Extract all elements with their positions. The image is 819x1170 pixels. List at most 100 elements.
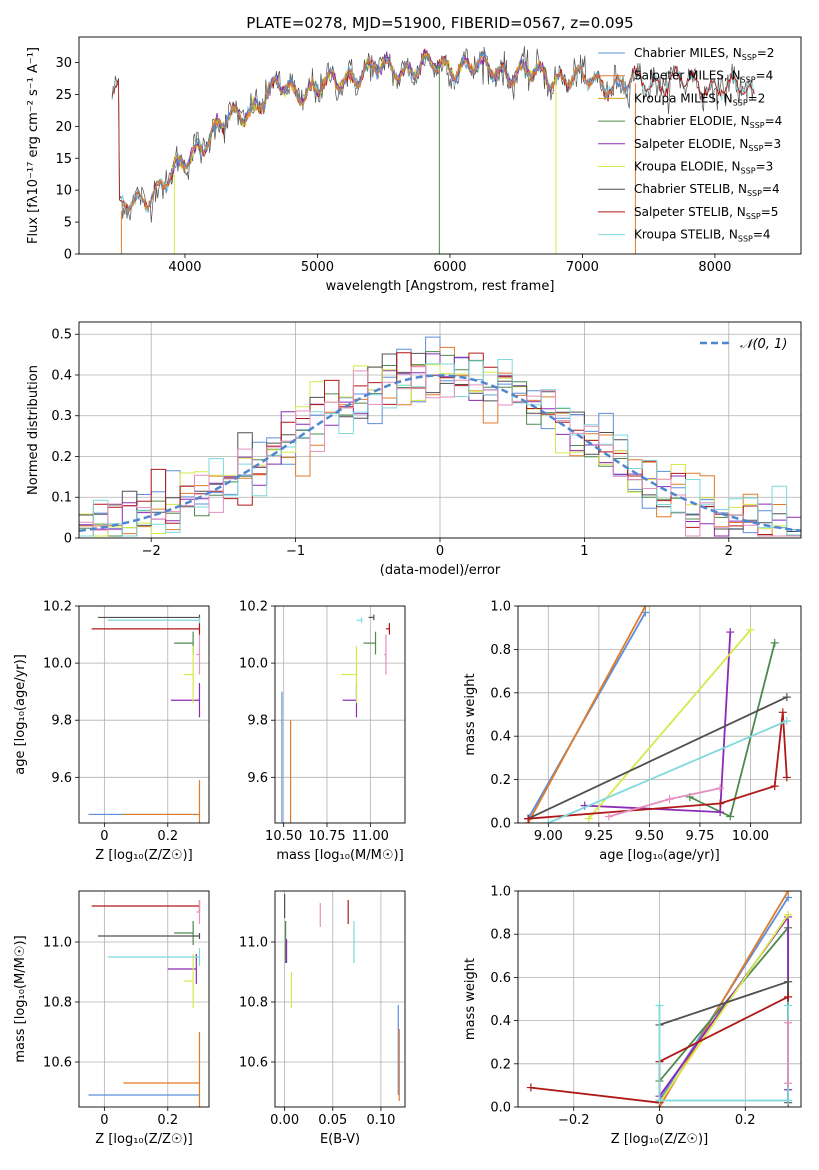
mass_vs_ebv-plot-area	[275, 891, 405, 1107]
legend-entry: Salpeter ELODIE, NSSP=3	[634, 137, 781, 153]
weight-marker	[784, 910, 793, 919]
weight-marker	[784, 992, 793, 1001]
y-tick-label: 25	[55, 88, 72, 103]
y-tick-label: 0.8	[490, 928, 511, 943]
y-tick-label: 0.6	[490, 686, 511, 701]
age_vs_Z-xlabel: Z [log₁₀(Z/Z☉)]	[95, 848, 192, 863]
x-tick-label: 9.00	[534, 829, 563, 844]
weight-marker	[782, 773, 791, 782]
spectrum-plot-area	[111, 46, 755, 254]
age_vs_mass-panel: 10.50 10.75 11.00 9.6 9.8 10.0 10.2 mass [log₁₀…	[239, 600, 406, 863]
y-tick-label: 10.6	[239, 1056, 268, 1071]
x-tick-label: 4000	[168, 260, 201, 275]
y-tick-label: 0.8	[490, 643, 511, 658]
y-tick-label: 0.0	[490, 1101, 511, 1116]
y-tick-label: 0	[64, 532, 72, 547]
x-tick-label: 2	[725, 544, 733, 559]
normal-curve	[79, 374, 801, 533]
y-tick-label: 9.8	[247, 714, 268, 729]
mass_vs_Z-ylabel: mass [log₁₀(M/M☉)]	[13, 935, 28, 1062]
age_vs_mass-xlabel: mass [log₁₀(M/M☉)]	[276, 848, 403, 863]
age_vs_Z-panel: 0 0.2 9.6 9.8 10.0 10.2 Z [log₁₀(Z/Z☉)] age [lo…	[13, 600, 210, 863]
x-tick-label: 0.10	[366, 1113, 395, 1128]
legend-entry: Chabrier MILES, NSSP=2	[634, 46, 774, 62]
x-tick-label: 9.50	[635, 829, 664, 844]
weight-marker	[604, 812, 613, 821]
weight-line	[658, 1005, 789, 1102]
y-tick-label: 0.4	[490, 1014, 511, 1029]
weight-marker	[641, 606, 650, 610]
weight_vs_Z-frame	[517, 890, 802, 1108]
y-tick-label: 0.6	[490, 971, 511, 986]
legend-entry: Kroupa ELODIE, NSSP=3	[634, 160, 773, 176]
y-tick-label: 5	[64, 216, 72, 231]
weight-marker	[746, 625, 755, 634]
y-tick-label: 9.8	[51, 714, 72, 729]
x-tick-label: 0	[436, 544, 444, 559]
weight_vs_age-plot-area	[518, 606, 801, 823]
normal-legend-label: 𝒩(0, 1)	[740, 337, 787, 352]
weight-marker	[784, 977, 793, 986]
weight-line	[527, 606, 647, 823]
weight-line	[584, 631, 732, 814]
x-tick-label: 0.2	[157, 829, 178, 844]
weight-marker	[782, 693, 791, 702]
spectrum-legend: Chabrier MILES, NSSP=2 Salpeter MILES, NS…	[598, 46, 782, 244]
y-tick-label: 10.0	[43, 657, 72, 672]
weight-line	[608, 787, 721, 818]
spectrum-frame	[78, 36, 802, 255]
age_vs_Z-frame	[78, 605, 210, 824]
y-tick-label: 0.2	[490, 773, 511, 788]
x-tick-label: 0	[655, 1113, 663, 1128]
x-tick-label: 5000	[301, 260, 334, 275]
mass_vs_Z-xlabel: Z [log₁₀(Z/Z☉)]	[95, 1132, 192, 1147]
mass_vs_ebv-panel: 0.00 0.05 0.10 10.6 10.8 11.0 E(B-V)	[239, 890, 406, 1147]
y-tick-label: 10.2	[239, 600, 268, 615]
x-tick-label: 11.00	[352, 829, 389, 844]
histogram-step	[79, 366, 801, 537]
y-tick-label: 10	[55, 184, 72, 199]
mass_vs_ebv-xlabel: E(B-V)	[320, 1132, 360, 1147]
weight_vs_age-ylabel: mass weight	[463, 673, 478, 755]
x-tick-label: −1	[286, 544, 305, 559]
weight_vs_Z-xlabel: Z [log₁₀(Z/Z☉)]	[611, 1132, 708, 1147]
weight_vs_age-frame	[517, 605, 802, 824]
x-tick-label: −2	[142, 544, 161, 559]
weight-marker	[655, 1001, 664, 1010]
weight_vs_Z-ylabel: mass weight	[463, 958, 478, 1040]
y-tick-label: 0.0	[490, 817, 511, 832]
x-tick-label: 0	[100, 1113, 108, 1128]
y-tick-label: 9.6	[247, 771, 268, 786]
age_vs_mass-plot-area	[275, 606, 405, 823]
figure-title: PLATE=0278, MJD=51900, FIBERID=0567, z=0…	[246, 14, 633, 32]
residuals-plot-area	[79, 322, 801, 538]
y-tick-label: 1.0	[490, 885, 511, 900]
weight_vs_age-panel: 9.00 9.25 9.50 9.75 10.00 0.0 0.2 0.4 0.6 0.8 1.0 a…	[463, 600, 802, 863]
y-tick-label: 10.8	[43, 996, 72, 1011]
y-tick-label: 10.8	[239, 996, 268, 1011]
spectrum-xlabel: wavelength [Angstrom, rest frame]	[326, 279, 555, 294]
weight-marker	[524, 814, 533, 823]
x-tick-label: 10.75	[308, 829, 345, 844]
charts: 4000 5000 6000 7000 8000051015202530waveleng…	[13, 36, 802, 1147]
x-tick-label: −0.2	[558, 1113, 590, 1128]
age_vs_mass-frame	[274, 605, 406, 824]
weight_vs_Z-panel: −0.2 0 0.2 0.0 0.2 0.4 0.6 0.8 1.0 Z [log₁₀(Z/Z☉)…	[463, 885, 802, 1147]
mass_vs_Z-frame	[78, 890, 210, 1108]
weight-marker	[526, 1083, 535, 1092]
residuals-panel: −2 −1 0 1 2 0 0.1 0.2 0.3 0.4 0.5 (data-model)/erro…	[26, 321, 802, 578]
x-tick-label: 9.75	[685, 829, 714, 844]
weight-marker	[726, 812, 735, 821]
legend-entry: Salpeter MILES, NSSP=4	[634, 69, 773, 85]
y-tick-label: 30	[55, 56, 72, 71]
y-tick-label: 10.2	[43, 600, 72, 615]
mass_vs_Z-plot-area	[79, 891, 209, 1107]
age_vs_Z-plot-area	[79, 606, 209, 823]
x-tick-label: 8000	[698, 260, 731, 275]
weight-marker	[584, 814, 593, 823]
weight-marker	[770, 782, 779, 791]
y-tick-label: 0.3	[51, 409, 72, 424]
residuals-frame	[78, 321, 802, 539]
weight-line	[588, 629, 752, 820]
